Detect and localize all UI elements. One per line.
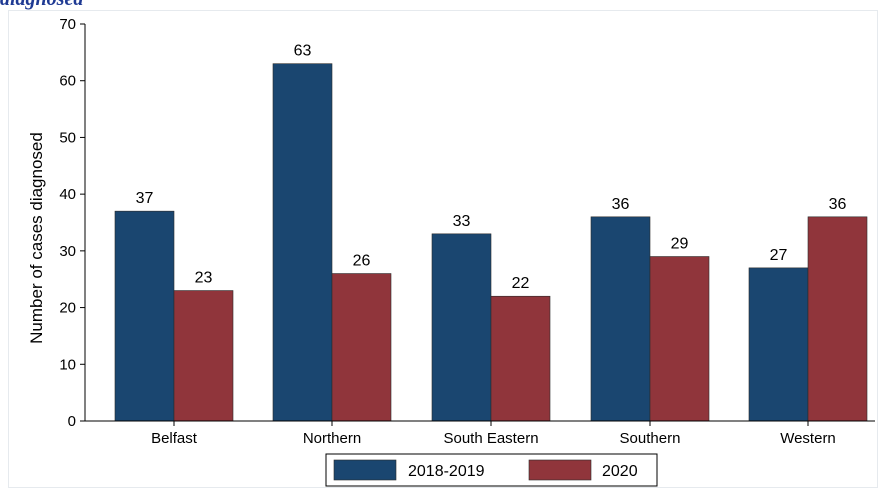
- bar: [272, 63, 333, 422]
- bar: [649, 256, 710, 422]
- y-tick-label: 60: [59, 73, 76, 90]
- y-axis: 0 10 20 30 40 50 60 70: [59, 16, 86, 430]
- bar-value-label: 36: [612, 196, 630, 213]
- bar: [431, 233, 492, 422]
- y-tick-label: 40: [59, 186, 76, 203]
- y-tick-label: 0: [68, 413, 76, 430]
- bar-value-label: 36: [829, 196, 847, 213]
- x-tick-label: South Eastern: [443, 430, 538, 447]
- bar-value-label: 37: [136, 190, 154, 207]
- x-tick-label: Southern: [620, 430, 681, 447]
- bar-value-label: 33: [453, 213, 471, 230]
- legend-label: 2018-2019: [408, 463, 485, 480]
- y-tick-label: 70: [59, 16, 76, 33]
- bars: [114, 63, 868, 422]
- y-tick-label: 20: [59, 300, 76, 317]
- bar-value-label: 29: [671, 236, 689, 253]
- x-axis: Belfast Northern South Eastern Southern West…: [85, 420, 875, 447]
- y-tick-label: 50: [59, 129, 76, 146]
- legend-swatch: [528, 459, 592, 481]
- bar-value-labels: 37 23 63 26 33 22 36 29 27 36: [136, 43, 847, 293]
- y-tick-label: 10: [59, 356, 76, 373]
- x-tick-label: Northern: [303, 430, 361, 447]
- legend-swatch: [333, 459, 397, 481]
- bar-value-label: 23: [195, 270, 213, 287]
- x-tick-label: Western: [780, 430, 836, 447]
- y-tick-label: 30: [59, 243, 76, 260]
- bar: [173, 290, 234, 422]
- legend: 2018-2019 2020: [325, 453, 658, 487]
- legend-label: 2020: [602, 463, 638, 480]
- bar: [590, 216, 651, 422]
- bar-value-label: 26: [353, 253, 371, 270]
- bar: [748, 267, 809, 422]
- bar-value-label: 22: [512, 275, 530, 292]
- y-axis-label: Number of cases diagnosed: [27, 132, 46, 344]
- bar: [807, 216, 868, 422]
- x-tick-label: Belfast: [151, 430, 198, 447]
- bar: [114, 210, 175, 422]
- bar: [490, 295, 551, 422]
- bar-value-label: 63: [294, 43, 312, 60]
- bar-value-label: 27: [770, 247, 788, 264]
- bar: [331, 273, 392, 422]
- chart-title-fragment: diagnosed: [0, 0, 83, 11]
